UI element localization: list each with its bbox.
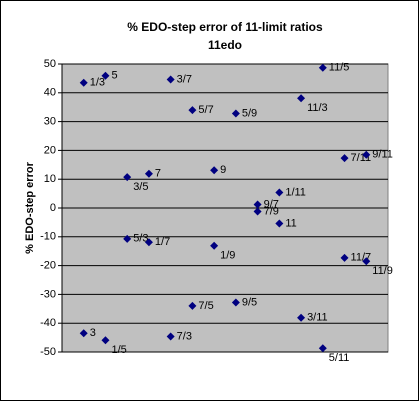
point — [79, 329, 88, 338]
point — [275, 219, 284, 228]
y-tick-label: 0 — [50, 202, 56, 214]
point — [144, 169, 153, 178]
point — [144, 238, 153, 247]
y-tick-label: 30 — [44, 116, 56, 128]
chart-title: % EDO-step error of 11-limit ratios — [127, 20, 323, 34]
point-label: 9/5 — [242, 296, 257, 308]
point — [166, 332, 175, 341]
point-label: 1/5 — [111, 344, 126, 356]
point — [297, 94, 306, 103]
point-label: 11/5 — [329, 62, 350, 74]
y-tick-label: -20 — [40, 260, 56, 272]
point-label: 3/7 — [177, 73, 192, 85]
point — [123, 173, 132, 182]
y-tick-label: 10 — [44, 173, 56, 185]
point — [253, 200, 262, 209]
y-tick-label: -10 — [40, 231, 56, 243]
point-label: 1/7 — [155, 236, 170, 248]
point-label: 7/9 — [264, 205, 279, 217]
point — [275, 188, 284, 197]
point-label: 7/3 — [177, 330, 192, 342]
point — [210, 166, 219, 175]
point — [188, 106, 197, 115]
point — [166, 75, 175, 84]
y-axis-label: % EDO-step error — [24, 161, 36, 253]
point-label: 5/3 — [133, 233, 148, 245]
point-label: 3/11 — [307, 312, 328, 324]
point-label: 9 — [220, 164, 226, 176]
point — [101, 71, 110, 80]
point-label: 1/3 — [90, 77, 105, 89]
y-tick-label: 40 — [44, 87, 56, 99]
y-tick-label: -50 — [40, 346, 56, 358]
point-label: 7/5 — [198, 300, 213, 312]
point-label: 1/9 — [220, 250, 235, 262]
point — [318, 63, 327, 72]
point-label: 7 — [155, 168, 161, 180]
chart-subtitle: 11edo — [208, 38, 242, 52]
point — [231, 298, 240, 307]
y-tick-label: 20 — [44, 144, 56, 156]
point-label: 5/11 — [329, 352, 350, 364]
point — [362, 257, 371, 266]
point-label: 5 — [111, 70, 117, 82]
point-label: 11/3 — [307, 102, 328, 114]
y-tick-label: 50 — [44, 58, 56, 70]
point — [210, 241, 219, 250]
point — [297, 313, 306, 322]
point-label: 11 — [285, 217, 296, 229]
y-tick-label: -40 — [40, 317, 56, 329]
point — [340, 253, 349, 262]
point — [188, 301, 197, 310]
point — [340, 154, 349, 163]
point-label: 3 — [90, 327, 96, 339]
point-label: 3/5 — [133, 181, 148, 193]
point — [101, 336, 110, 345]
point-label: 1/11 — [285, 186, 306, 198]
point — [318, 344, 327, 353]
point-label: 11/9 — [372, 265, 393, 277]
point — [79, 78, 88, 87]
point-label: 5/9 — [242, 107, 257, 119]
y-tick-label: -30 — [40, 288, 56, 300]
point — [362, 150, 371, 159]
point-label: 9/11 — [372, 149, 393, 161]
point — [123, 234, 132, 243]
point-label: 9/7 — [264, 198, 279, 210]
point — [231, 109, 240, 118]
point — [253, 207, 262, 216]
point-label: 5/7 — [198, 104, 213, 116]
